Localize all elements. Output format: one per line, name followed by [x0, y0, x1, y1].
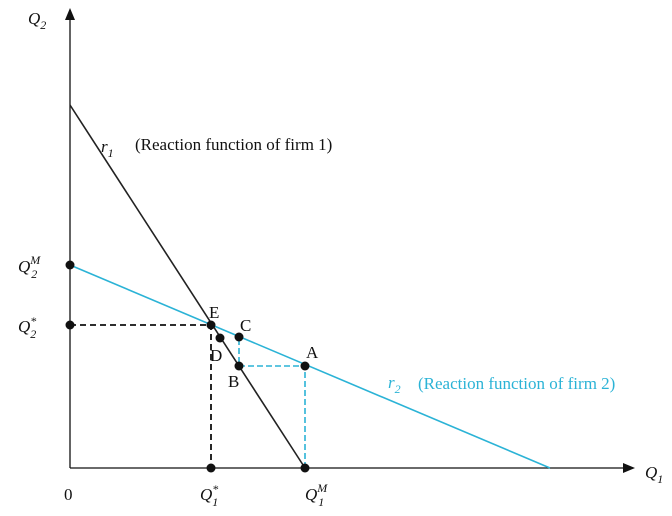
- y-axis-label: Q2: [28, 9, 46, 32]
- q1-monopoly-label: QM 1: [305, 481, 328, 509]
- point-label: B: [228, 372, 239, 391]
- curve-1-name: r1: [101, 137, 114, 160]
- point-label: D: [210, 346, 222, 365]
- curve-2-description: (Reaction function of firm 2): [418, 374, 615, 393]
- curve-1-description: (Reaction function of firm 1): [135, 135, 332, 154]
- equilibrium-guide: [70, 324, 212, 468]
- dot: [215, 333, 225, 343]
- dot: [234, 332, 244, 342]
- q1-star-label: Q* 1: [200, 482, 218, 509]
- q2-star-label: Q* 2: [18, 314, 36, 341]
- reaction-line-1: [69, 104, 306, 469]
- points: [65, 260, 310, 473]
- dot: [206, 320, 216, 330]
- q2-monopoly-label: QM 2: [18, 253, 41, 281]
- dot: [300, 463, 310, 473]
- point-label: C: [240, 316, 251, 335]
- reaction-line-2: [69, 264, 551, 469]
- dot: [300, 361, 310, 371]
- origin-label: 0: [64, 485, 73, 504]
- dot: [65, 320, 75, 330]
- dot: [65, 260, 75, 270]
- point-label: A: [306, 343, 319, 362]
- x-axis-label: Q1: [645, 463, 663, 486]
- adjustment-path: [238, 337, 306, 468]
- dot: [206, 463, 216, 473]
- dot: [234, 361, 244, 371]
- curve-2-name: r2: [388, 373, 401, 396]
- point-label: E: [209, 303, 219, 322]
